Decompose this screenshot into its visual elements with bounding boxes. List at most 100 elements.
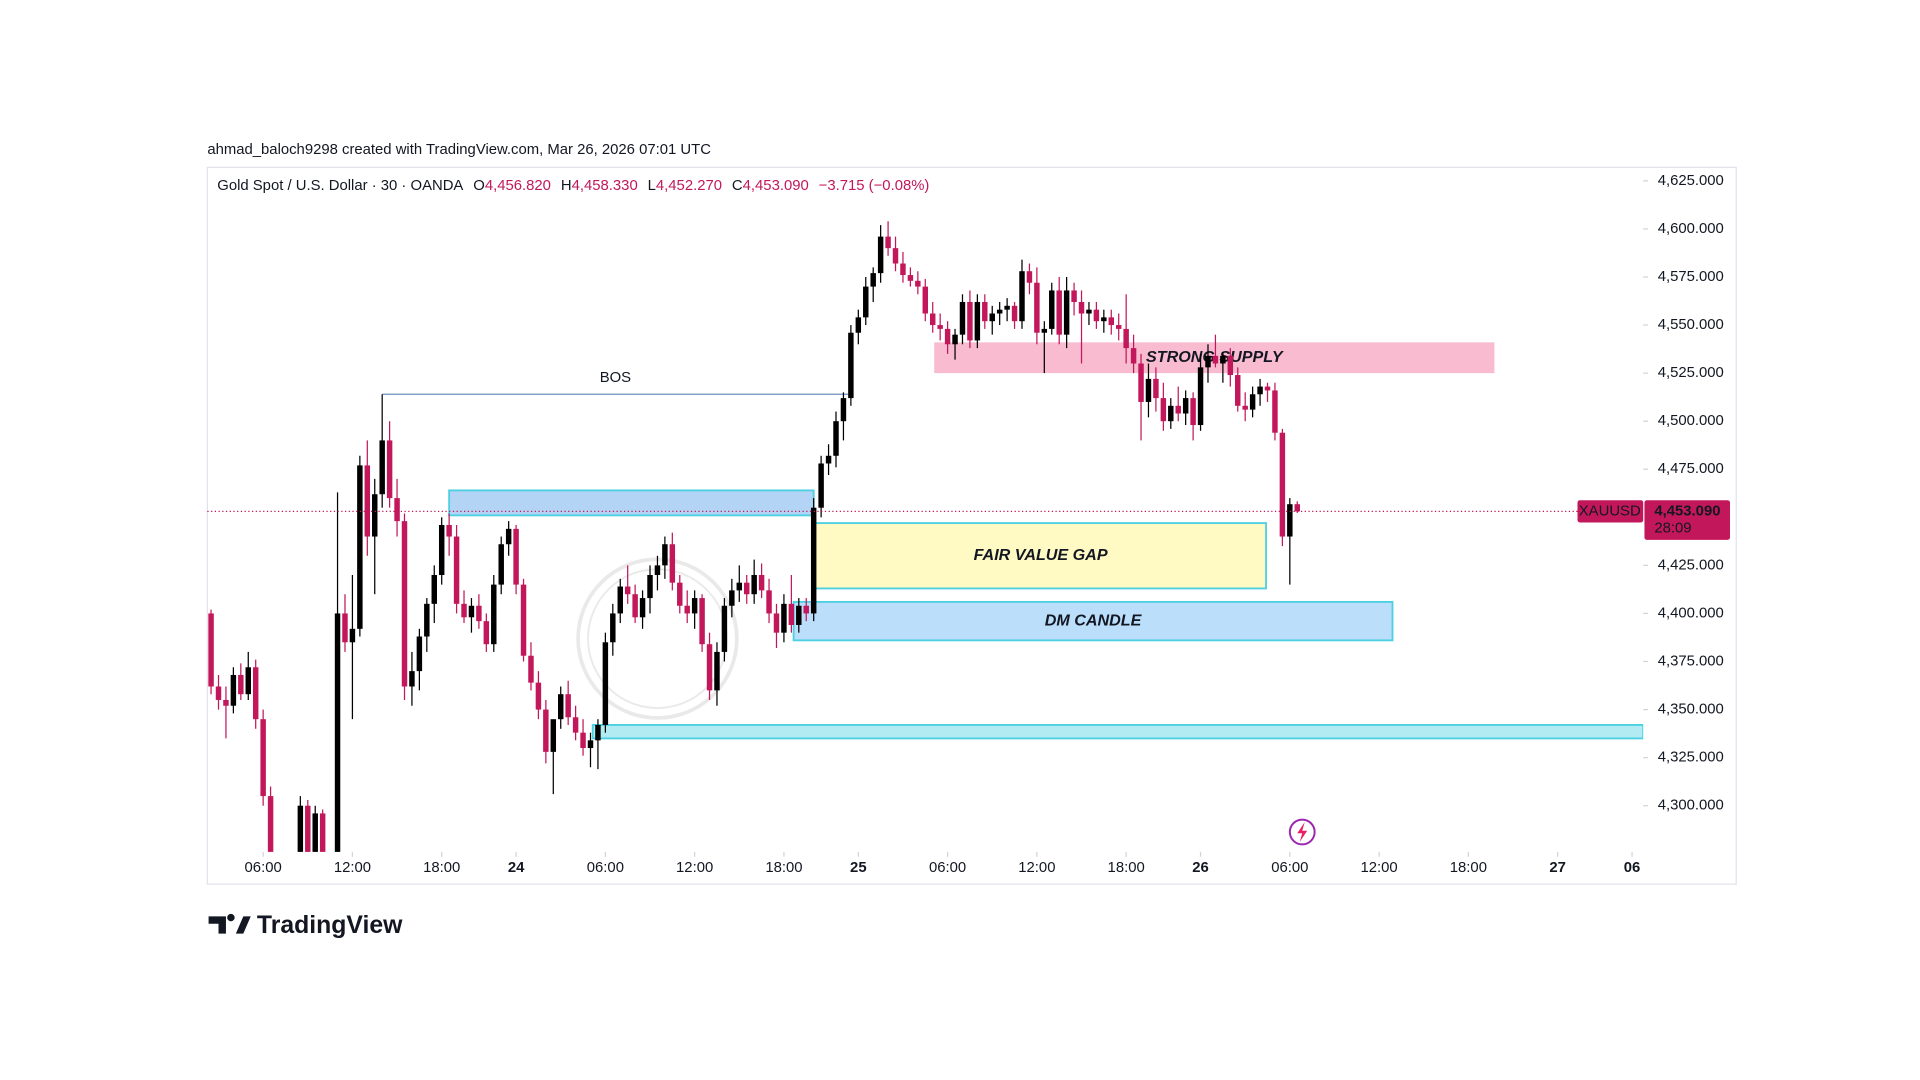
brand: TradingView <box>257 912 403 939</box>
x-tick-label: 12:00 <box>1018 860 1055 876</box>
candle-body <box>1168 405 1174 422</box>
y-tick-label: 4,325.000 <box>1658 750 1724 766</box>
candle-body <box>364 465 371 537</box>
candle-body <box>1257 386 1263 395</box>
candle-body <box>810 507 817 614</box>
x-tick-label: 06:00 <box>587 860 624 876</box>
candle-body <box>677 582 683 606</box>
alert-icon[interactable] <box>1288 818 1316 846</box>
candle-body <box>1197 367 1204 426</box>
open-value: 4,456.820 <box>485 178 551 194</box>
candle-body <box>825 455 832 464</box>
candle-body <box>706 644 713 691</box>
candle-body <box>1101 317 1107 322</box>
candle-body <box>349 628 356 643</box>
candle-body <box>438 525 445 575</box>
candle-body <box>982 301 988 322</box>
x-tick-label: 25 <box>850 860 867 876</box>
candle-body <box>1071 290 1077 302</box>
candle-body <box>1011 305 1018 322</box>
candle-body <box>915 280 921 287</box>
change-value: −3.715 (−0.08%) <box>819 178 930 194</box>
zone <box>591 724 1644 740</box>
candle-body <box>1294 504 1300 512</box>
candle-body <box>952 334 958 345</box>
candle-body <box>1264 386 1271 391</box>
candle-body <box>781 603 787 633</box>
candle-body <box>758 574 765 591</box>
candle-body <box>1019 271 1025 322</box>
y-tick-label: 4,575.000 <box>1658 269 1724 285</box>
y-tick-label: 4,300.000 <box>1658 798 1724 814</box>
candle-body <box>773 613 780 633</box>
candle-body <box>1138 363 1144 402</box>
candle-body <box>491 584 497 645</box>
candle-body <box>929 313 936 326</box>
candle-body <box>1145 378 1152 402</box>
candle-body <box>453 536 460 604</box>
candle-body <box>498 544 504 585</box>
candle-body <box>319 813 326 852</box>
candle-body <box>1205 355 1211 368</box>
y-tick-label: 4,525.000 <box>1658 365 1724 381</box>
high-value: 4,458.330 <box>572 178 638 194</box>
candle-body <box>818 463 824 508</box>
candle-body <box>1235 375 1241 406</box>
candle-body <box>550 719 557 752</box>
candle-body <box>1115 325 1122 329</box>
l-label: L <box>648 178 656 194</box>
legend-header: Gold Spot / U.S. Dollar · 30 · OANDA O4,4… <box>217 178 929 194</box>
candle-body <box>1212 355 1219 364</box>
candle-body <box>669 544 676 583</box>
zone-label: DM CANDLE <box>1045 611 1143 629</box>
candle-body <box>721 605 728 652</box>
x-tick-label: 18:00 <box>423 860 460 876</box>
zone-label: FAIR VALUE GAP <box>974 546 1108 564</box>
x-tick-label: 18:00 <box>765 860 802 876</box>
candle-body <box>215 686 222 700</box>
candle-body <box>624 586 631 595</box>
candle-body <box>208 613 214 687</box>
candle-body <box>379 440 385 495</box>
y-tick-label: 4,550.000 <box>1658 317 1724 333</box>
y-tick-label: 4,600.000 <box>1658 221 1724 237</box>
candle-body <box>840 398 847 422</box>
candle-body <box>974 301 981 341</box>
x-tick-label: 18:00 <box>1108 860 1145 876</box>
candle-body <box>617 586 623 614</box>
candle-body <box>714 651 720 691</box>
candle-body <box>1041 328 1048 333</box>
candle-body <box>297 805 304 852</box>
candle-body <box>1182 398 1189 414</box>
candle-body <box>967 301 973 341</box>
candle-body <box>944 328 951 345</box>
y-tick-label: 4,475.000 <box>1658 461 1724 477</box>
y-tick-label: 4,500.000 <box>1658 413 1724 429</box>
bos-label: BOS <box>600 370 631 386</box>
candle-body <box>394 498 400 522</box>
o-label: O <box>473 178 485 194</box>
price-tag-label: 4,453.090 <box>1654 503 1720 519</box>
candle-body <box>505 528 512 545</box>
candle-body <box>654 565 661 575</box>
tradingview-logo: TradingView <box>208 912 403 939</box>
candle-body <box>907 275 914 281</box>
candle-body <box>662 544 668 566</box>
candle-body <box>1227 355 1234 376</box>
candle-body <box>1272 390 1278 433</box>
x-tick-label: 18:00 <box>1450 860 1487 876</box>
candle-body <box>729 590 735 606</box>
price-tag <box>1644 500 1731 540</box>
candle-body <box>476 605 482 622</box>
x-tick-label: 06:00 <box>1271 860 1308 876</box>
candle-body <box>528 655 534 683</box>
x-tick-label: 12:00 <box>1361 860 1398 876</box>
candle-body <box>1160 398 1167 422</box>
candle-body <box>461 603 467 618</box>
x-tick-label: 12:00 <box>676 860 713 876</box>
candle-body <box>245 667 251 695</box>
candle-body <box>1063 290 1070 335</box>
candle-body <box>1108 317 1115 326</box>
y-tick-label: 4,625.000 <box>1658 173 1724 189</box>
candle-body <box>1242 405 1248 410</box>
